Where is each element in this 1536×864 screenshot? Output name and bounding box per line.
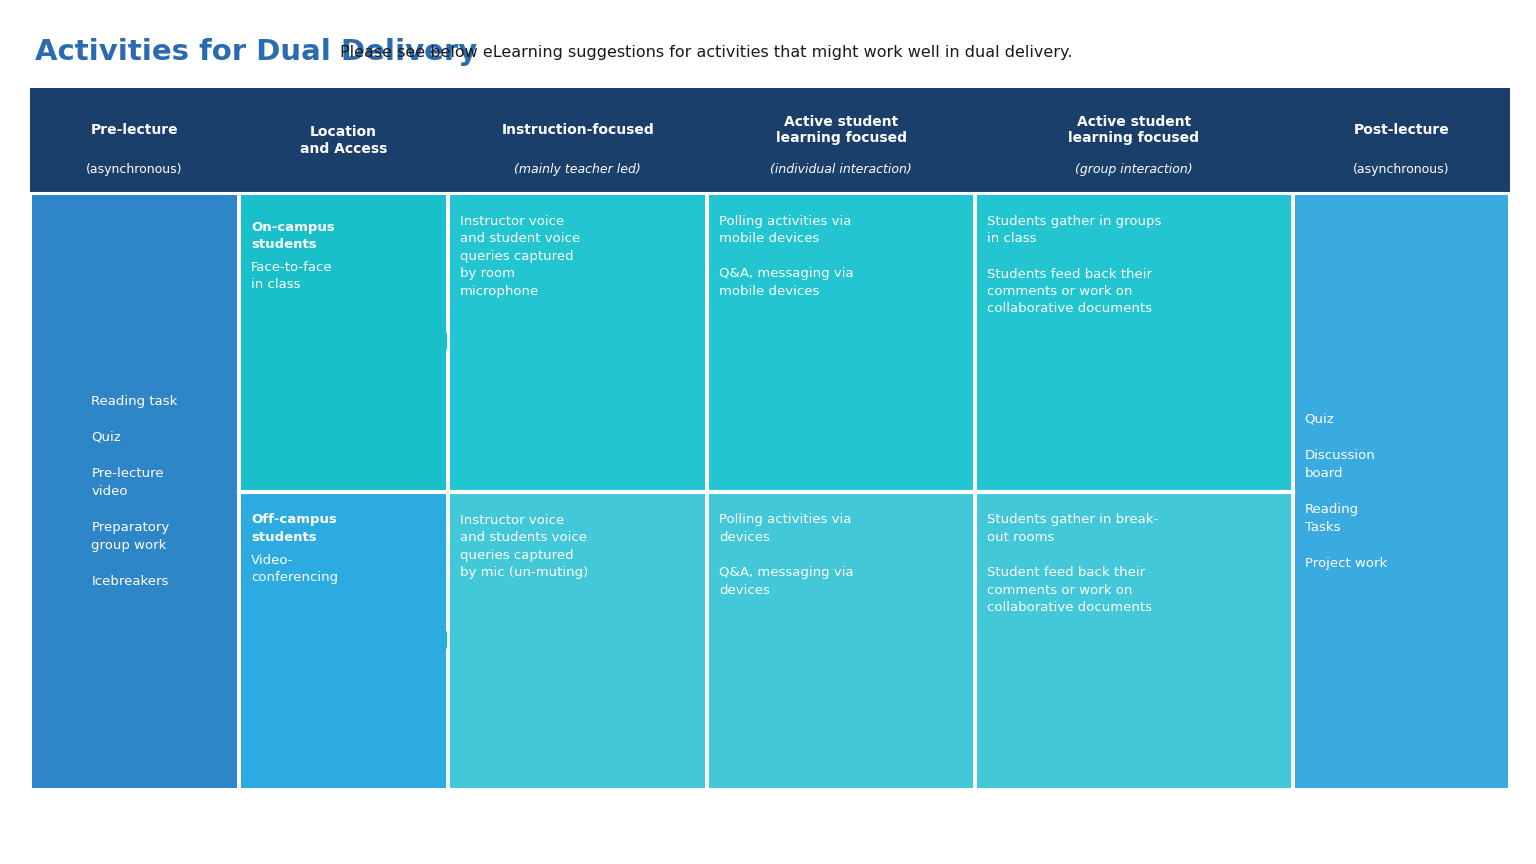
Bar <box>450 195 705 490</box>
Bar <box>710 493 972 788</box>
Text: Students gather in groups
in class

Students feed back their
comments or work on: Students gather in groups in class Stude… <box>986 215 1161 315</box>
Text: Activities for Dual Delivery: Activities for Dual Delivery <box>35 38 478 66</box>
Polygon shape <box>241 197 450 486</box>
Bar <box>977 195 1290 490</box>
Text: Polling activities via
devices

Q&A, messaging via
devices: Polling activities via devices Q&A, mess… <box>719 513 854 596</box>
Text: (individual interaction): (individual interaction) <box>770 163 912 176</box>
Polygon shape <box>241 495 450 784</box>
Bar <box>1295 195 1508 788</box>
Text: Instructor voice
and student voice
queries captured
by room
microphone: Instructor voice and student voice queri… <box>461 215 581 298</box>
Text: Please see below eLearning suggestions for activities that might work well in du: Please see below eLearning suggestions f… <box>339 45 1072 60</box>
Bar <box>450 493 705 788</box>
Text: Off-campus
students: Off-campus students <box>250 513 336 544</box>
Text: (mainly teacher led): (mainly teacher led) <box>515 163 641 176</box>
Text: Face-to-face
in class: Face-to-face in class <box>250 261 333 291</box>
Text: Active student
learning focused: Active student learning focused <box>1068 115 1200 145</box>
Text: Pre-lecture: Pre-lecture <box>91 123 178 137</box>
Text: On-campus
students: On-campus students <box>250 221 335 251</box>
Text: (asynchronous): (asynchronous) <box>1353 163 1450 176</box>
Text: Instruction-focused: Instruction-focused <box>501 123 654 137</box>
Text: Post-lecture: Post-lecture <box>1353 123 1448 137</box>
Text: Active student
learning focused: Active student learning focused <box>776 115 906 145</box>
Bar <box>31 88 1510 193</box>
Bar <box>710 195 972 490</box>
Bar <box>31 72 1510 88</box>
Bar <box>241 195 445 490</box>
Bar <box>241 493 445 788</box>
Text: Polling activities via
mobile devices

Q&A, messaging via
mobile devices: Polling activities via mobile devices Q&… <box>719 215 854 298</box>
Text: Reading task

Quiz

Pre-lecture
video

Preparatory
group work

Icebreakers: Reading task Quiz Pre-lecture video Prep… <box>91 395 178 588</box>
Text: (group interaction): (group interaction) <box>1075 163 1192 176</box>
Text: Quiz

Discussion
board

Reading
Tasks

Project work: Quiz Discussion board Reading Tasks Proj… <box>1304 413 1387 570</box>
Text: Students gather in break-
out rooms

Student feed back their
comments or work on: Students gather in break- out rooms Stud… <box>986 513 1158 614</box>
Text: Instructor voice
and students voice
queries captured
by mic (un-muting): Instructor voice and students voice quer… <box>461 513 588 579</box>
Bar <box>32 195 237 788</box>
Bar <box>977 493 1290 788</box>
Text: Video-
conferencing: Video- conferencing <box>250 554 338 584</box>
Text: (asynchronous): (asynchronous) <box>86 163 183 176</box>
Text: Location
and Access: Location and Access <box>300 125 387 156</box>
